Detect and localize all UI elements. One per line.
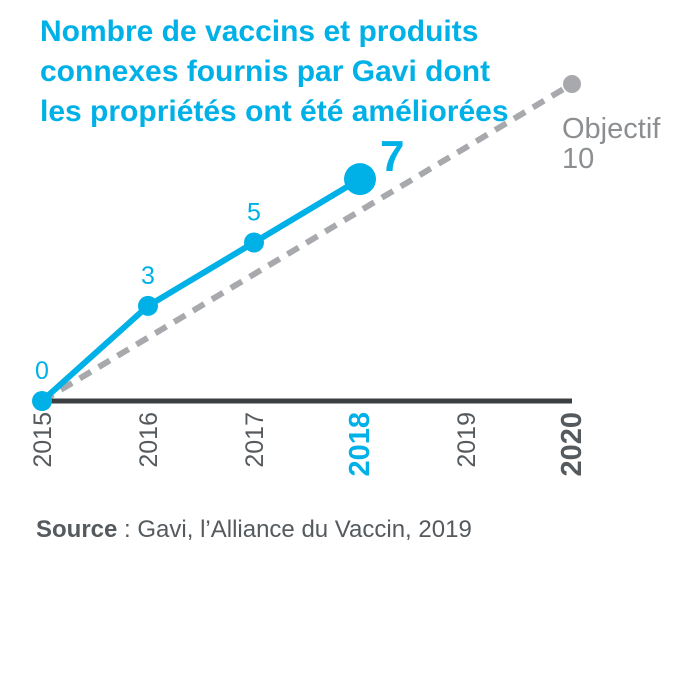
chart-title-line: connexes fournis par Gavi dont xyxy=(40,55,491,88)
actual-series-line xyxy=(39,176,363,404)
data-label: 5 xyxy=(247,199,261,227)
x-tick-label: 2019 xyxy=(453,412,481,468)
source-note: Source : Gavi, l’Alliance du Vaccin, 201… xyxy=(36,515,472,545)
x-tick-label: 2020 xyxy=(556,412,588,477)
source-text: : Gavi, l’Alliance du Vaccin, 2019 xyxy=(117,516,472,543)
chart-title-line: Nombre de vaccins et produits xyxy=(40,15,479,48)
actual-data-point xyxy=(244,232,264,253)
chart-title: Nombre de vaccins et produits connexes f… xyxy=(40,12,680,132)
chart-title-line: les propriétés ont été améliorées xyxy=(40,95,509,128)
actual-data-point xyxy=(344,163,376,196)
x-tick-label: 2018 xyxy=(344,412,376,477)
target-value-label: 10 xyxy=(562,143,594,175)
x-tick-label: 2015 xyxy=(29,412,57,468)
actual-data-point xyxy=(32,391,52,411)
data-label: 0 xyxy=(35,357,49,385)
x-tick-label: 2017 xyxy=(241,412,269,468)
data-label: 7 xyxy=(380,132,404,181)
target-end-point xyxy=(563,75,581,93)
source-label: Source xyxy=(36,516,118,543)
target-label: Objectif xyxy=(562,113,661,145)
data-label: 3 xyxy=(141,262,155,290)
target-line xyxy=(40,81,574,404)
actual-data-point xyxy=(138,295,158,316)
x-tick-label: 2016 xyxy=(135,412,163,468)
